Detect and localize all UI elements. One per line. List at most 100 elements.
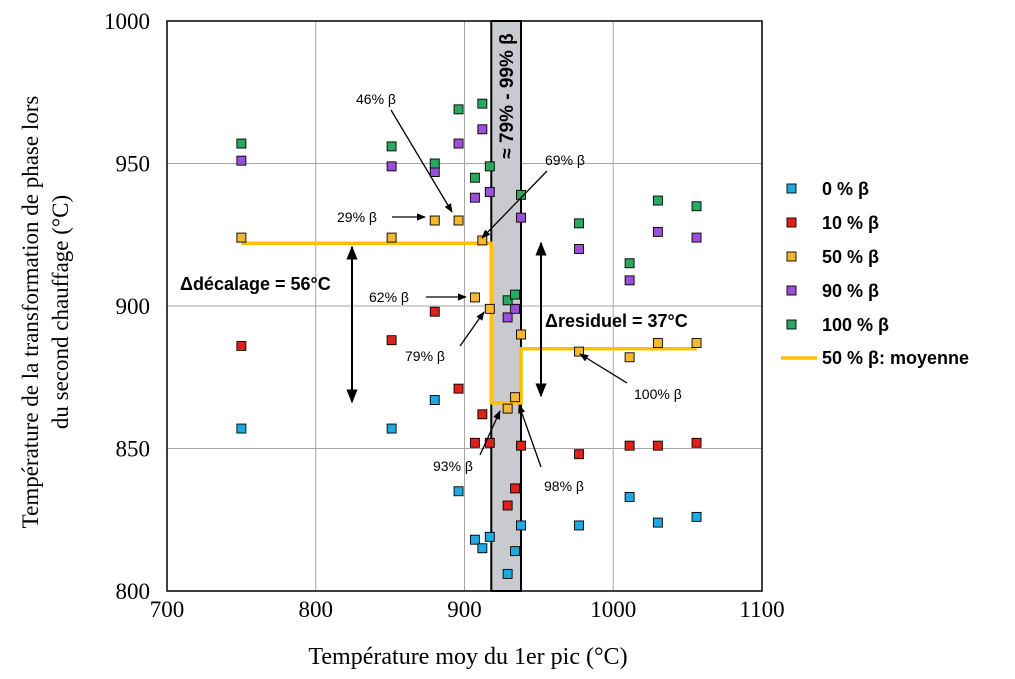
- decalage-label: Δdécalage = 56°C: [180, 274, 331, 294]
- x-tick-label: 800: [299, 597, 334, 622]
- label-93: 93% β: [433, 458, 473, 474]
- point-series-1-7: [502, 500, 513, 511]
- legend-marker-2: [786, 251, 797, 262]
- plot-frame: [166, 20, 763, 592]
- legend-label-2: 50 % β: [822, 247, 879, 267]
- band-label: ≈ 79% - 99% β: [497, 33, 518, 159]
- point-series-1-3: [453, 383, 464, 394]
- legend-label-0: 0 % β: [822, 179, 869, 199]
- point-series-4-1: [386, 141, 397, 152]
- point-series-1-11: [624, 440, 635, 451]
- y-axis-title-line2: du second chauffage (°C): [48, 195, 73, 429]
- label-69: 69% β: [545, 152, 585, 168]
- point-series-4-6: [484, 161, 495, 172]
- point-series-1-4: [469, 437, 480, 448]
- point-series-3-13: [691, 232, 702, 243]
- point-series-0-11: [624, 492, 635, 502]
- label-46: 46% β: [356, 91, 396, 107]
- point-series-0-1: [386, 423, 397, 434]
- y-tick-label: 950: [116, 152, 151, 177]
- annotation-arrows: [346, 109, 628, 468]
- point-series-1-12: [652, 440, 663, 451]
- point-series-3-6: [484, 187, 495, 197]
- legend: 0 % β 10 % β 50 % β 90 % β 100 % β 50 % β: mo…: [781, 179, 969, 368]
- point-series-4-5: [477, 98, 488, 109]
- x-tick-label: 700: [150, 597, 185, 622]
- data-points: [236, 98, 702, 579]
- point-series-1-0: [236, 340, 247, 351]
- point-series-4-4: [469, 172, 480, 183]
- point-series-1-8: [510, 483, 521, 494]
- label-29: 29% β: [337, 209, 377, 225]
- x-tick-label: 1100: [739, 597, 784, 622]
- point-series-3-11: [624, 275, 635, 286]
- point-series-2-12: [652, 338, 663, 348]
- point-series-1-2: [429, 306, 440, 317]
- legend-marker-4: [786, 319, 797, 330]
- point-series-1-1: [386, 335, 397, 346]
- point-series-4-2: [429, 158, 440, 169]
- grid-lines: [166, 20, 763, 592]
- point-series-2-6: [484, 303, 495, 314]
- legend-label-average: 50 % β: moyenne: [822, 348, 969, 368]
- point-series-3-5: [477, 124, 488, 135]
- point-series-4-0: [236, 138, 247, 149]
- arrow-100: [579, 353, 628, 384]
- point-series-2-11: [624, 352, 635, 363]
- legend-marker-0: [786, 183, 797, 194]
- point-series-2-1: [386, 232, 397, 243]
- point-series-4-10: [574, 218, 584, 229]
- point-series-3-8: [510, 303, 521, 314]
- point-series-0-3: [453, 486, 464, 497]
- point-series-0-8: [510, 546, 521, 557]
- point-series-1-10: [574, 449, 584, 460]
- point-series-0-2: [429, 395, 440, 405]
- point-series-0-6: [484, 531, 495, 542]
- point-series-4-3: [453, 104, 464, 115]
- annotation-labels: 46% β 29% β 69% β 62% β 79% β 93% β 98% …: [337, 91, 682, 494]
- y-tick-label: 900: [116, 294, 151, 319]
- point-series-4-8: [510, 289, 521, 300]
- point-series-3-10: [574, 244, 584, 254]
- y-tick-labels: 800 850 900 950 1000: [104, 9, 150, 604]
- average-line: [241, 241, 697, 405]
- point-series-3-9: [516, 212, 526, 223]
- label-62: 62% β: [369, 289, 409, 305]
- point-series-2-3: [453, 215, 464, 226]
- legend-marker-1: [786, 217, 797, 228]
- point-series-2-13: [691, 338, 702, 348]
- legend-label-3: 90 % β: [822, 281, 879, 301]
- point-series-0-7: [502, 568, 513, 579]
- point-series-0-10: [574, 520, 584, 531]
- label-98: 98% β: [544, 478, 584, 494]
- point-series-1-5: [477, 409, 488, 420]
- point-series-3-12: [652, 226, 663, 237]
- point-series-1-13: [691, 437, 702, 448]
- point-series-2-4: [469, 292, 480, 303]
- x-tick-label: 900: [447, 597, 482, 622]
- y-tick-label: 800: [116, 579, 151, 604]
- point-series-1-9: [516, 440, 526, 451]
- legend-label-4: 100 % β: [822, 315, 889, 335]
- point-series-2-10: [574, 346, 584, 357]
- point-series-2-2: [429, 215, 440, 226]
- point-series-3-0: [236, 155, 247, 166]
- point-series-4-11: [624, 258, 635, 269]
- arrow-46: [390, 109, 453, 213]
- point-series-3-2: [429, 167, 440, 178]
- point-series-4-9: [516, 189, 526, 200]
- y-axis-title-line1: Température de la transformation de phas…: [18, 96, 43, 529]
- point-series-2-9: [516, 329, 526, 340]
- x-tick-label: 1000: [590, 597, 636, 622]
- point-series-0-9: [516, 520, 526, 531]
- point-series-3-1: [386, 161, 397, 172]
- residuel-label: Δresiduel = 37°C: [545, 311, 688, 331]
- arrow-69: [481, 170, 548, 239]
- point-series-3-4: [469, 192, 480, 203]
- point-series-3-3: [453, 138, 464, 149]
- x-tick-labels: 700 800 900 1000 1100: [150, 597, 785, 622]
- point-series-4-13: [691, 201, 702, 212]
- arrow-79: [459, 311, 485, 347]
- point-series-2-7: [502, 403, 513, 414]
